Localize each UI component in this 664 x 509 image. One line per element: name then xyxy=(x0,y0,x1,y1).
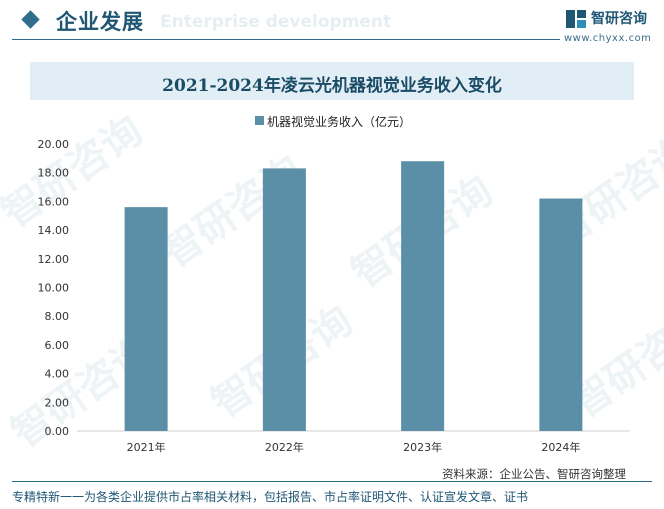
y-tick-label: 6.00 xyxy=(45,339,70,352)
page-header: Enterprise development 企业发展 智研咨询 www.chy… xyxy=(0,0,664,46)
source-note: 资料来源：企业公告、智研咨询整理 xyxy=(442,467,626,481)
legend-label: 机器视觉业务收入（亿元） xyxy=(267,115,412,129)
bar xyxy=(401,161,445,431)
brand-url: www.chyxx.com xyxy=(564,33,652,44)
bar xyxy=(262,168,306,431)
y-tick-label: 12.00 xyxy=(38,253,70,266)
x-tick-label: 2024年 xyxy=(541,440,580,454)
y-tick-label: 20.00 xyxy=(38,138,70,151)
brand-logo-icon xyxy=(566,10,586,28)
legend-swatch xyxy=(255,116,264,125)
y-tick-label: 4.00 xyxy=(45,368,70,381)
x-tick-label: 2023年 xyxy=(403,440,442,454)
brand-name: 智研咨询 xyxy=(591,11,647,27)
y-tick-label: 0.00 xyxy=(45,425,70,438)
header-ghost-subtitle: Enterprise development xyxy=(160,12,392,32)
y-tick-label: 18.00 xyxy=(38,167,70,180)
footer-text: 专精特新一一为各类企业提供市占率相关材料，包括报告、市占率证明文件、认证宣发文章… xyxy=(12,490,529,504)
page-title: 企业发展 xyxy=(56,10,144,34)
bar xyxy=(124,207,168,431)
x-tick-label: 2021年 xyxy=(127,440,166,454)
chart-title-band: 2021-2024年凌云光机器视觉业务收入变化 xyxy=(30,62,634,100)
chart-title: 2021-2024年凌云光机器视觉业务收入变化 xyxy=(162,76,502,96)
footer-divider xyxy=(12,481,652,482)
y-tick-label: 8.00 xyxy=(45,310,70,323)
y-tick-label: 10.00 xyxy=(38,282,70,295)
y-tick-label: 16.00 xyxy=(38,195,70,208)
bar xyxy=(539,198,583,431)
header-divider xyxy=(12,39,560,40)
y-tick-label: 2.00 xyxy=(45,396,70,409)
y-tick-label: 14.00 xyxy=(38,224,70,237)
x-tick-label: 2022年 xyxy=(265,440,304,454)
